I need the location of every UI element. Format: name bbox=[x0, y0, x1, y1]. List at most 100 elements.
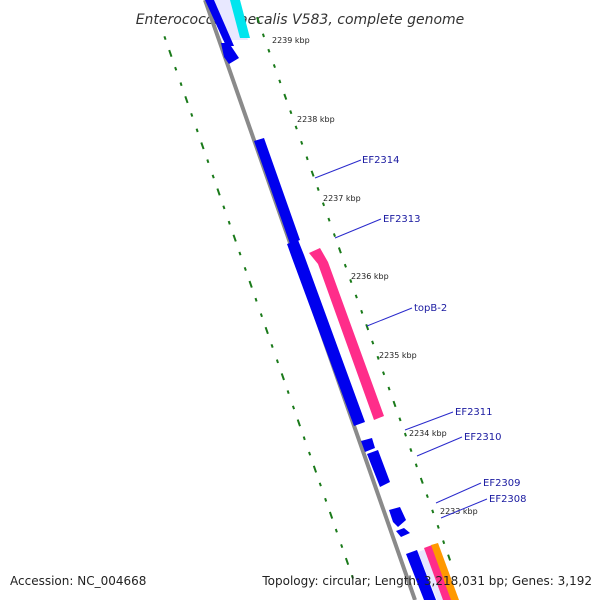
gene-label-leaders bbox=[314, 159, 488, 519]
gene-labels: EF2314 EF2313 topB-2 EF2311 EF2310 EF230… bbox=[362, 155, 527, 505]
kbp-label: 2239 kbp bbox=[272, 36, 310, 45]
gene-forward-ef2309 bbox=[389, 507, 406, 527]
gc-tick bbox=[371, 340, 375, 345]
gc-tick bbox=[238, 251, 242, 256]
gene-forward-ef2311 bbox=[361, 438, 375, 452]
gene-forward-top-1 bbox=[205, 0, 234, 46]
gc-tick bbox=[350, 574, 354, 579]
kbp-label: 2238 kbp bbox=[297, 115, 335, 124]
gc-tick bbox=[254, 297, 258, 302]
gc-tick bbox=[403, 432, 407, 437]
gc-tick bbox=[382, 371, 386, 376]
gc-tick bbox=[419, 477, 424, 484]
gene-forward-bottom bbox=[406, 550, 436, 600]
kbp-label: 2235 kbp bbox=[379, 351, 417, 360]
gc-tick bbox=[275, 359, 279, 364]
gc-tick bbox=[414, 463, 418, 468]
gc-tick bbox=[272, 64, 276, 69]
gene-features bbox=[205, 0, 459, 600]
gc-tick bbox=[283, 93, 288, 100]
gene-orange-bottom bbox=[431, 543, 459, 600]
kbp-scale: 2239 kbp 2238 kbp 2237 kbp 2236 kbp 2235… bbox=[272, 36, 478, 516]
gc-tick bbox=[332, 233, 336, 238]
gc-tick bbox=[168, 49, 173, 58]
gc-tick bbox=[436, 524, 440, 529]
gc-tick bbox=[447, 554, 452, 561]
gc-tick bbox=[200, 142, 205, 150]
kbp-label: 2234 kbp bbox=[409, 429, 447, 438]
gc-tick bbox=[280, 373, 285, 381]
gc-tick bbox=[340, 544, 344, 549]
gc-tick bbox=[211, 174, 215, 179]
gc-skew-inner-ticks bbox=[163, 35, 354, 579]
kbp-label: 2236 kbp bbox=[351, 272, 389, 281]
gc-tick bbox=[442, 540, 446, 545]
gc-tick bbox=[308, 451, 312, 456]
gene-forward-ef2314 bbox=[254, 138, 300, 244]
gc-tick bbox=[216, 188, 221, 196]
gc-tick bbox=[328, 511, 334, 519]
gc-tick bbox=[222, 205, 226, 210]
gc-tick bbox=[195, 128, 199, 133]
gene-label-ef2308[interactable]: EF2308 bbox=[489, 494, 527, 505]
gc-tick bbox=[300, 140, 304, 145]
gene-reverse-topB-2 bbox=[309, 248, 384, 420]
gc-tick bbox=[431, 509, 435, 514]
gc-tick bbox=[376, 355, 380, 360]
gc-tick bbox=[270, 343, 274, 348]
gene-label-ef2314[interactable]: EF2314 bbox=[362, 155, 400, 166]
gc-tick bbox=[360, 309, 364, 314]
gc-tick bbox=[227, 220, 231, 225]
leader-line bbox=[366, 307, 413, 327]
gene-label-ef2311[interactable]: EF2311 bbox=[455, 407, 493, 418]
gc-tick bbox=[349, 279, 353, 284]
gc-tick bbox=[321, 202, 326, 207]
gc-tick bbox=[278, 79, 282, 84]
gc-tick bbox=[318, 482, 322, 487]
gc-tick bbox=[264, 326, 269, 335]
gc-tick bbox=[232, 234, 237, 242]
gc-tick bbox=[409, 448, 413, 453]
gc-tick bbox=[316, 186, 320, 191]
gc-tick bbox=[190, 112, 194, 117]
gene-label-ef2310[interactable]: EF2310 bbox=[464, 432, 502, 443]
accession-label: Accession: NC_004668 bbox=[10, 574, 147, 588]
kbp-label: 2237 kbp bbox=[323, 194, 361, 203]
gc-tick bbox=[261, 33, 265, 38]
gene-label-ef2313[interactable]: EF2313 bbox=[383, 214, 421, 225]
gc-tick bbox=[286, 390, 290, 395]
gc-tick bbox=[392, 400, 397, 408]
gene-label-ef2309[interactable]: EF2309 bbox=[483, 478, 521, 489]
gc-tick bbox=[344, 557, 350, 566]
gc-tick bbox=[296, 419, 301, 427]
gc-tick bbox=[289, 110, 293, 115]
gc-tick bbox=[398, 417, 402, 422]
gc-tick bbox=[206, 159, 210, 164]
gc-tick bbox=[163, 35, 167, 41]
gc-tick bbox=[387, 386, 391, 391]
gc-tick bbox=[259, 313, 263, 318]
gc-tick bbox=[425, 494, 429, 499]
gc-tick bbox=[291, 405, 296, 410]
gc-tick bbox=[248, 280, 253, 288]
gc-tick bbox=[310, 170, 315, 177]
kbp-label: 2233 kbp bbox=[440, 507, 478, 516]
gc-tick bbox=[294, 125, 298, 130]
gene-forward-ef2310 bbox=[367, 450, 390, 487]
leader-line bbox=[440, 498, 488, 519]
gc-tick bbox=[337, 247, 342, 254]
gene-forward-ef2308 bbox=[396, 528, 410, 537]
gc-skew-outer-ticks bbox=[256, 16, 452, 561]
gene-label-topB-2[interactable]: topB-2 bbox=[414, 303, 447, 314]
leader-line bbox=[404, 411, 454, 431]
gc-tick bbox=[312, 465, 318, 473]
gc-tick bbox=[354, 294, 358, 299]
gc-tick bbox=[256, 16, 260, 24]
leader-line bbox=[314, 159, 362, 179]
gene-cyan-top bbox=[230, 0, 250, 38]
genome-summary: Topology: circular; Length: 3,218,031 bp… bbox=[262, 574, 592, 588]
gc-tick bbox=[343, 263, 347, 268]
gc-tick bbox=[179, 82, 183, 87]
gc-tick bbox=[334, 528, 338, 533]
